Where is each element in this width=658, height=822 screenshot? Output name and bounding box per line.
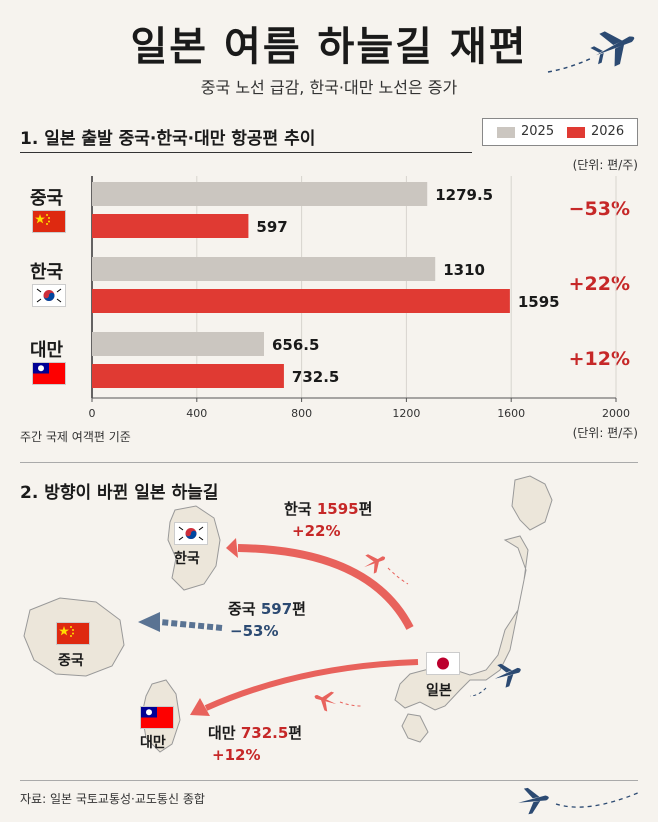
x-tick-label: 1200 [392,407,420,420]
section1-title: 1. 일본 출발 중국·한국·대만 항공편 추이 [20,129,316,149]
section2-title: 2. 방향이 바뀐 일본 하늘길 [20,483,219,503]
taiwan-flag-icon [140,706,174,729]
route-country-china: 중국 [228,600,256,618]
route-label-taiwan: 대만 732.5편 [208,722,302,743]
x-tick-label: 1600 [497,407,525,420]
footer-divider [20,780,638,781]
map-label-taiwan: 대만 [140,735,166,751]
korea-flag-icon [32,284,66,307]
route-country-korea: 한국 [284,500,312,518]
route-label-korea: 한국 1595편 [284,498,372,519]
route-value-korea: 1595 [316,500,359,518]
bar-value-label: 1310 [443,261,485,279]
bar-value-label: 656.5 [272,336,319,354]
map-label-korea: 한국 [174,551,200,567]
change-pct-korea: +22% [568,273,630,295]
bar-value-label: 1595 [518,293,560,311]
airplane-icon [314,691,337,712]
bar-2025-1 [92,257,436,281]
route-value-china: 597 [260,600,293,618]
bar-value-label: 597 [256,218,287,236]
china-flag-icon [56,622,90,645]
korea-flag-icon [174,522,208,545]
bar-2025-0 [92,182,428,206]
bar-2026-0 [92,214,249,238]
route-arrowhead-taiwan [190,698,210,716]
route-pct-taiwan: +12% [212,746,261,764]
taiwan-flag-icon [32,362,66,385]
japan-flag-icon [426,652,460,675]
chart-note: 주간 국제 여객편 기준 [20,430,131,444]
legend-label-2025: 2025 [521,124,555,139]
country-label-taiwan: 대만 [30,340,64,361]
airplane-decoration [547,31,635,73]
change-pct-taiwan: +12% [568,348,630,370]
route-suffix-korea: 편 [358,500,373,518]
bar-2026-1 [92,289,510,313]
airplane-icon [590,31,635,67]
section1-rule [20,152,472,153]
route-arrowhead-korea [226,538,238,558]
japan-map-shape [394,475,553,743]
route-value-taiwan: 732.5 [240,724,289,742]
bar-value-label: 732.5 [292,368,339,386]
country-label-china: 중국 [30,188,64,209]
country-label-korea: 한국 [30,262,64,283]
china-flag-icon [32,210,66,233]
airplane-decoration [518,787,641,815]
page-title: 일본 여름 하늘길 재편 [130,23,528,70]
x-tick-label: 2000 [602,407,630,420]
airplane-icon [494,663,521,688]
source-note: 자료: 일본 국토교통성·교도통신 종합 [20,792,205,806]
airplane-icon [518,787,549,815]
x-tick-label: 800 [291,407,312,420]
route-arrow-china [159,619,223,631]
airplane-icon [364,554,386,574]
bar-chart: 0 400 800 1200 1600 2000 1279.5 597 1310 1595 656.… [89,176,630,420]
route-arrow-korea [237,544,414,630]
section-divider [20,462,638,463]
route-suffix-china: 편 [292,600,306,618]
route-suffix-taiwan: 편 [288,724,303,742]
route-arrow-taiwan [204,659,419,711]
legend-swatch-2025 [497,127,515,138]
bar-2025-2 [92,332,265,356]
route-pct-china: −53% [230,622,279,640]
legend-label-2026: 2026 [591,124,625,139]
map-label-japan: 일본 [426,683,452,699]
x-tick-label: 400 [186,407,207,420]
route-map [23,475,553,753]
route-country-taiwan: 대만 [208,724,236,742]
x-tick-label: 0 [89,407,96,420]
page-subtitle: 중국 노선 급감, 한국·대만 노선은 증가 [200,78,458,97]
route-arrowhead-china [138,612,160,632]
unit-label-top: (단위: 편/주) [572,158,638,172]
map-label-china: 중국 [58,653,84,669]
bar-value-label: 1279.5 [435,186,493,204]
legend-swatch-2026 [567,127,585,138]
route-label-china: 중국 597편 [228,598,306,619]
unit-label-bottom: (단위: 편/주) [572,426,638,440]
change-pct-china: −53% [568,198,630,220]
route-pct-korea: +22% [292,522,341,540]
chart-legend: 2025 2026 [482,118,638,146]
bar-2026-2 [92,364,284,388]
